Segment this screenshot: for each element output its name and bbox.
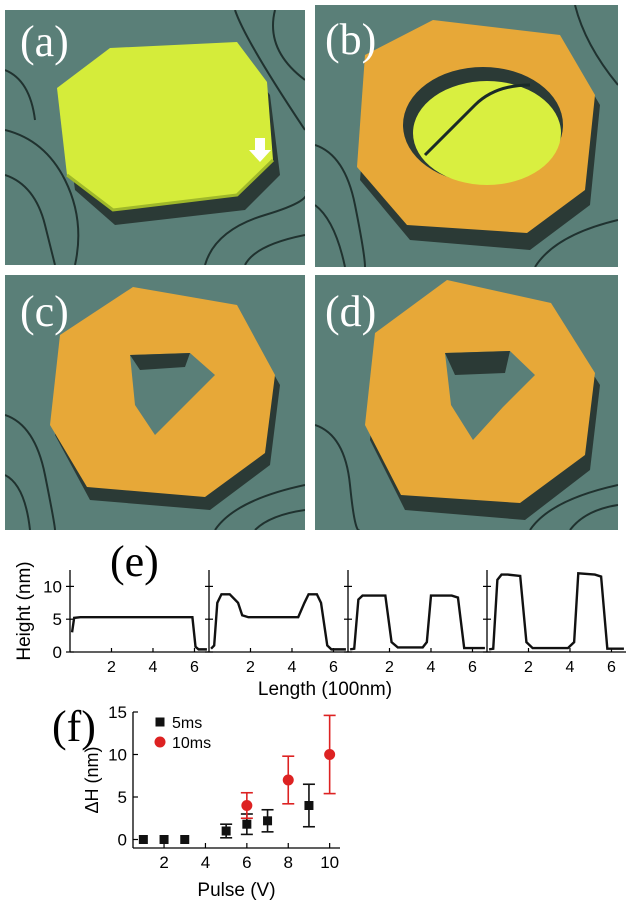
e-xtick-label: 4 bbox=[149, 659, 158, 676]
panel-label-d: (d) bbox=[325, 287, 377, 336]
f-legend-label: 10ms bbox=[172, 735, 211, 752]
f-point-0 bbox=[221, 826, 231, 836]
e-xlabel: Length (100nm) bbox=[258, 679, 392, 700]
chart-e: 0 5 10 2 4 6 2 4 6 2 4 6 2 4 6 Height (nm) Length (100nm… bbox=[14, 561, 626, 700]
e-ytick-label: 5 bbox=[53, 610, 62, 629]
f-ytick-label: 15 bbox=[108, 703, 127, 722]
e-xtick-label: 6 bbox=[329, 659, 338, 676]
f-xtick-label: 8 bbox=[284, 853, 293, 872]
e-ytick-label: 10 bbox=[43, 577, 62, 596]
f-ytick-label: 0 bbox=[118, 831, 127, 850]
panel-label-a: (a) bbox=[20, 17, 69, 66]
f-xtick-label: 6 bbox=[242, 853, 251, 872]
panel-b-image bbox=[315, 5, 618, 267]
e-xtick-label: 6 bbox=[468, 659, 477, 676]
f-ytick-label: 5 bbox=[118, 788, 127, 807]
f-point-0 bbox=[138, 835, 148, 844]
f-xtick-label: 4 bbox=[201, 853, 210, 872]
f-ytick-label: 10 bbox=[108, 746, 127, 765]
e-xtick-label: 6 bbox=[607, 659, 616, 676]
f-legend-label: 5ms bbox=[172, 715, 202, 732]
e-xtick-label: 4 bbox=[427, 659, 436, 676]
panel-c-image bbox=[5, 275, 305, 530]
f-point-1 bbox=[324, 749, 336, 760]
f-xlabel: Pulse (V) bbox=[197, 880, 275, 901]
f-point-0 bbox=[263, 816, 273, 826]
f-point-0 bbox=[242, 819, 252, 829]
e-profile-line-1 bbox=[210, 593, 346, 651]
f-point-1 bbox=[241, 800, 253, 811]
f-legend-marker bbox=[154, 736, 166, 748]
f-point-1 bbox=[282, 774, 294, 786]
panel-a-image bbox=[5, 10, 305, 265]
e-xtick-label: 2 bbox=[107, 659, 116, 676]
f-xtick-label: 2 bbox=[159, 853, 168, 872]
e-xtick-label: 4 bbox=[288, 659, 297, 676]
e-profile-line-0 bbox=[70, 616, 207, 651]
e-xtick-label: 4 bbox=[566, 659, 575, 676]
panel-label-f: (f) bbox=[52, 702, 96, 751]
panel-label-c: (c) bbox=[20, 287, 69, 336]
chart-f: 0 5 10 15 2 4 6 8 10 5ms 10ms ΔH (nm) Pulse (V) bbox=[82, 703, 340, 901]
e-xtick-label: 2 bbox=[246, 659, 255, 676]
e-ylabel: Height (nm) bbox=[14, 561, 35, 660]
f-point-0 bbox=[304, 801, 314, 810]
e-profile-line-2 bbox=[349, 594, 485, 651]
e-xtick-label: 2 bbox=[385, 659, 394, 676]
f-legend-marker bbox=[155, 717, 165, 727]
f-point-0 bbox=[180, 835, 190, 844]
panel-label-e: (e) bbox=[110, 537, 159, 586]
panel-d-image bbox=[315, 275, 618, 530]
e-ytick-label: 0 bbox=[53, 643, 62, 662]
panel-label-b: (b) bbox=[325, 15, 377, 64]
e-xtick-label: 2 bbox=[524, 659, 533, 676]
f-xtick-label: 10 bbox=[320, 853, 339, 872]
f-ylabel: ΔH (nm) bbox=[82, 746, 102, 813]
f-point-0 bbox=[159, 835, 169, 844]
e-xtick-label: 6 bbox=[190, 659, 199, 676]
e-profile-line-3 bbox=[488, 571, 624, 651]
